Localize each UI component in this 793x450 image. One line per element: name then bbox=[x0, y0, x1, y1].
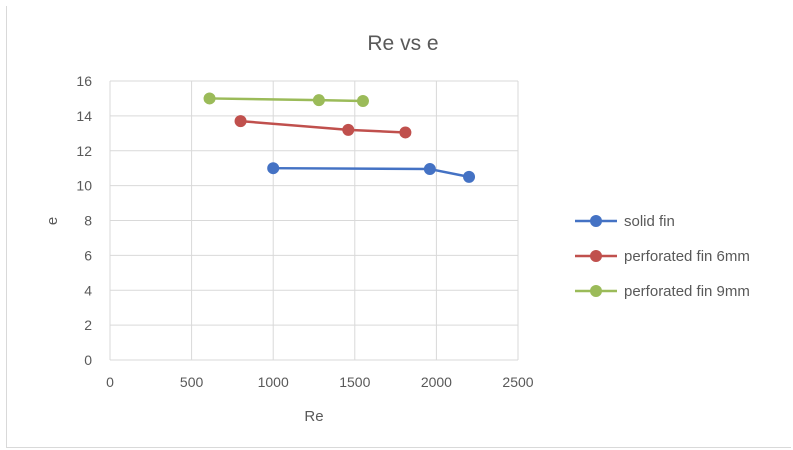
legend-item: perforated fin 9mm bbox=[575, 283, 750, 300]
x-tick-label: 0 bbox=[106, 374, 114, 390]
series-line bbox=[209, 97, 363, 103]
chart-frame bbox=[6, 6, 791, 448]
series-0 bbox=[267, 162, 476, 183]
data-point bbox=[399, 126, 412, 139]
x-tick-label: 2000 bbox=[421, 374, 452, 390]
y-axis-title: e bbox=[44, 217, 61, 225]
gridlines bbox=[109, 80, 519, 361]
x-axis-title: Re bbox=[304, 408, 323, 425]
legend-marker bbox=[590, 285, 602, 297]
legend: solid fin perforated fin 6mm perforated fi… bbox=[575, 213, 750, 300]
series-line bbox=[240, 119, 406, 134]
data-point bbox=[423, 163, 436, 176]
tick-labels: 0 2 4 6 8 10 12 14 16 0 500 1000 1500 2000 2500 bbox=[76, 73, 533, 390]
legend-label: perforated fin 9mm bbox=[624, 283, 750, 300]
y-tick-label: 12 bbox=[76, 143, 92, 159]
data-point bbox=[312, 94, 325, 107]
y-tick-label: 4 bbox=[84, 282, 92, 298]
data-point bbox=[203, 92, 216, 105]
chart-title: Re vs e bbox=[367, 32, 438, 55]
legend-label: solid fin bbox=[624, 213, 675, 230]
legend-item: solid fin bbox=[575, 213, 675, 230]
y-tick-label: 14 bbox=[76, 108, 92, 124]
legend-marker bbox=[590, 215, 602, 227]
data-point bbox=[356, 95, 369, 108]
legend-marker bbox=[590, 250, 602, 262]
y-tick-label: 6 bbox=[84, 247, 92, 263]
data-point bbox=[463, 170, 476, 183]
data-point bbox=[267, 162, 280, 175]
y-tick-label: 8 bbox=[84, 213, 92, 229]
x-tick-label: 1500 bbox=[339, 374, 370, 390]
x-tick-label: 1000 bbox=[258, 374, 289, 390]
data-point bbox=[342, 123, 355, 136]
series-layer bbox=[203, 92, 476, 183]
legend-label: perforated fin 6mm bbox=[624, 248, 750, 265]
y-tick-label: 2 bbox=[84, 317, 92, 333]
series-2 bbox=[203, 92, 369, 108]
series-1 bbox=[234, 115, 412, 139]
y-tick-label: 10 bbox=[76, 178, 92, 194]
series-line bbox=[273, 166, 470, 179]
x-tick-label: 2500 bbox=[502, 374, 533, 390]
legend-item: perforated fin 6mm bbox=[575, 248, 750, 265]
y-tick-label: 0 bbox=[84, 352, 92, 368]
y-tick-label: 16 bbox=[76, 73, 92, 89]
x-tick-label: 500 bbox=[180, 374, 204, 390]
data-point bbox=[234, 115, 247, 128]
